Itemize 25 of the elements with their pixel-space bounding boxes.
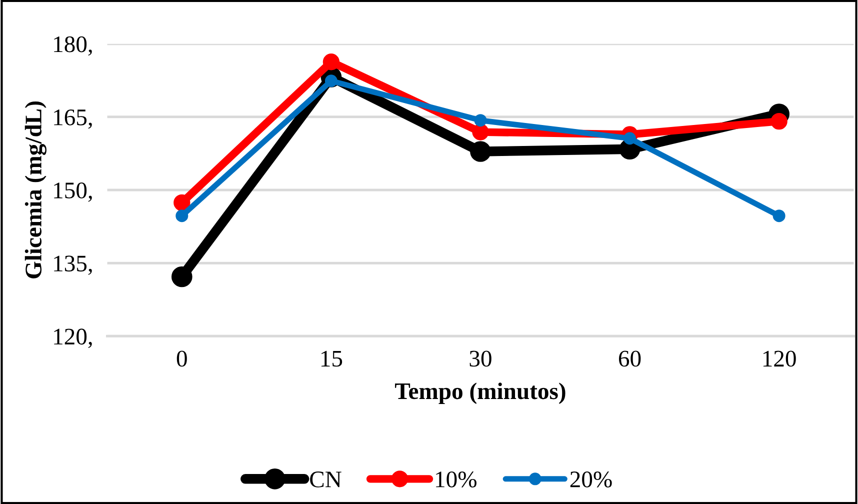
point <box>772 210 786 222</box>
x-tick-label: 15 <box>321 350 342 367</box>
x-tick-label: 0 <box>176 350 187 367</box>
x-tick-label: 30 <box>470 350 492 367</box>
y-tick-label: 180, <box>54 36 92 56</box>
point <box>474 114 487 127</box>
y-tick-label: 120, <box>54 328 92 348</box>
point <box>624 132 636 145</box>
point <box>176 210 188 222</box>
x-tick-label: 60 <box>618 350 641 367</box>
x-axis-title: Tempo (minutos) <box>395 382 566 404</box>
y-tick-label: 150, <box>54 182 92 202</box>
point <box>171 266 192 288</box>
point <box>770 112 788 130</box>
point <box>322 54 340 70</box>
point <box>472 124 489 140</box>
y-tick-label: 135, <box>54 256 92 275</box>
y-axis-title: Glicemia (mg/dL) <box>24 102 46 278</box>
point <box>470 141 491 162</box>
legend-label: 10% <box>436 471 476 488</box>
y-tick-label: 165, <box>54 109 92 129</box>
legend-label: CN <box>310 472 342 488</box>
x-tick-label: 120 <box>763 350 796 367</box>
legend-label: 20% <box>570 471 612 488</box>
point <box>174 194 190 212</box>
